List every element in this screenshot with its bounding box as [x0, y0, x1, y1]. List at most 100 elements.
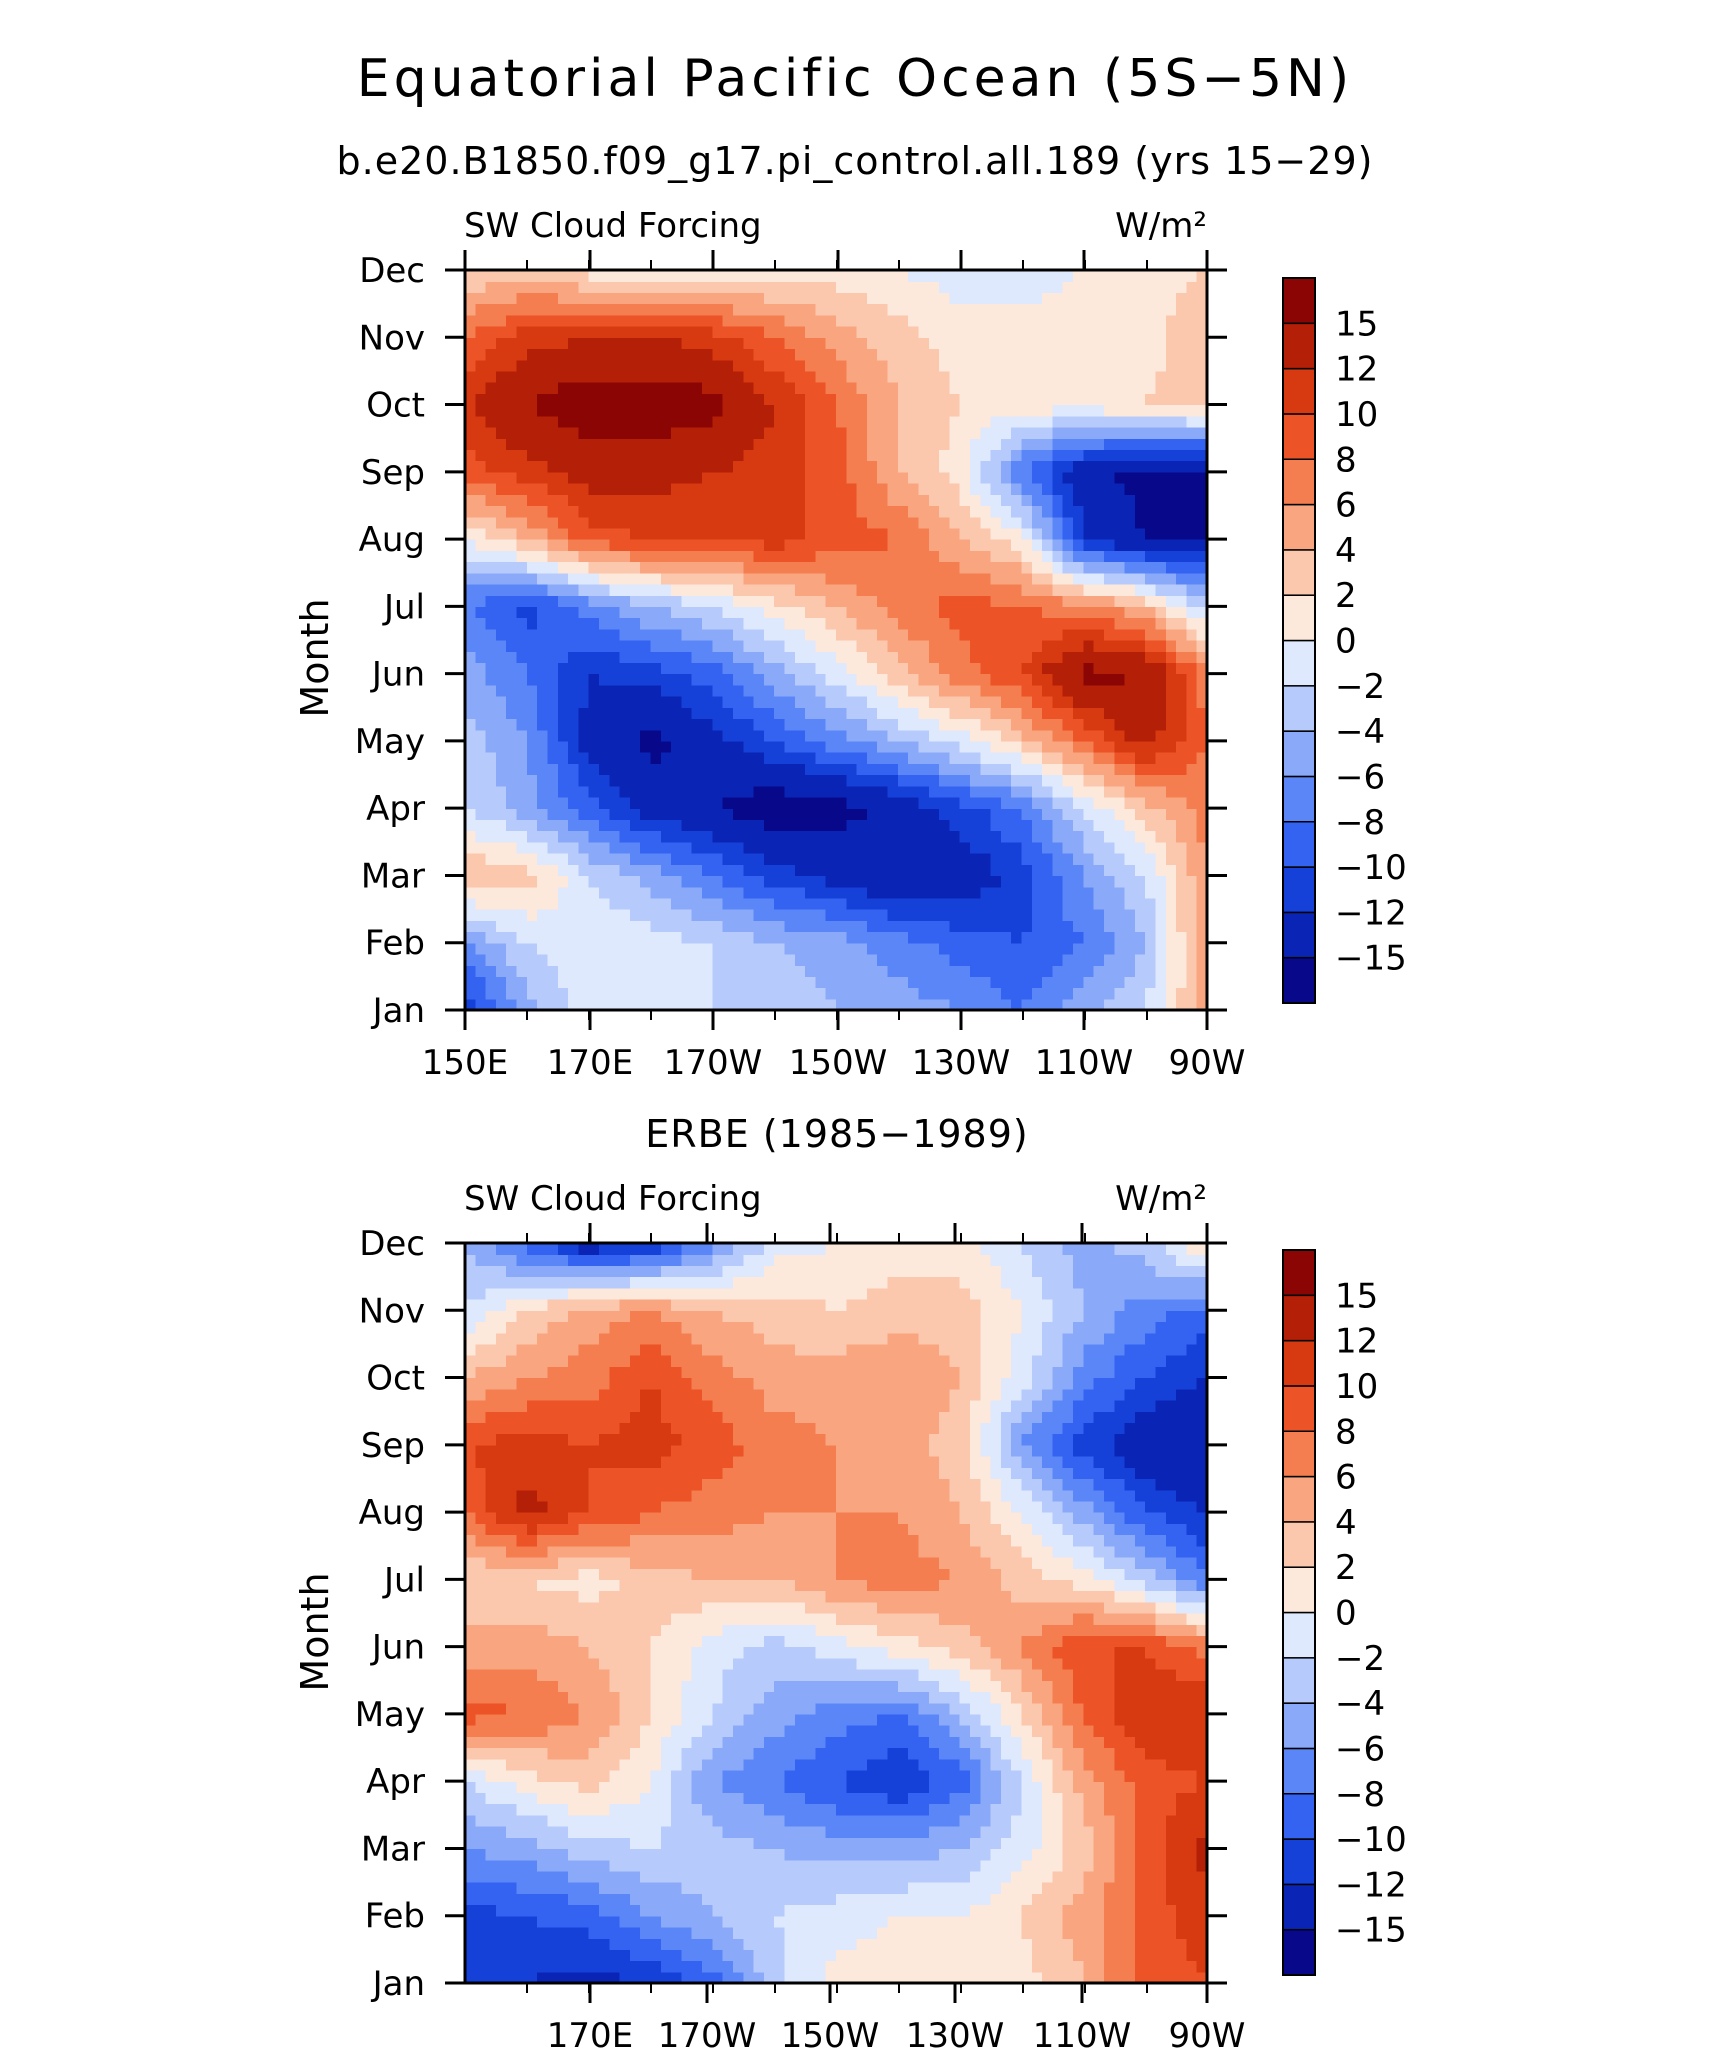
- heatmap-cell: [609, 819, 621, 832]
- heatmap-cell: [619, 494, 631, 507]
- heatmap-cell: [537, 292, 549, 305]
- heatmap-cell: [578, 1960, 590, 1973]
- heatmap-cell: [939, 628, 950, 641]
- heatmap-cell: [1134, 774, 1146, 787]
- heatmap-cell: [650, 684, 662, 697]
- heatmap-cell: [568, 696, 579, 708]
- heatmap-cell: [877, 572, 889, 585]
- heatmap-cell: [526, 572, 538, 585]
- heatmap-cell: [743, 314, 755, 327]
- heatmap-cell: [557, 998, 569, 1011]
- heatmap-cell: [1176, 404, 1187, 417]
- heatmap-cell: [681, 404, 693, 417]
- heatmap-cell: [1114, 281, 1126, 294]
- heatmap-cell: [815, 998, 827, 1011]
- heatmap-cell: [1093, 550, 1105, 563]
- heatmap-cell: [1124, 303, 1136, 316]
- heatmap-cell: [516, 494, 528, 507]
- heatmap-cell: [1011, 404, 1023, 417]
- heatmap-cell: [928, 998, 940, 1011]
- heatmap-cell: [722, 337, 734, 350]
- heatmap-cell: [691, 292, 703, 305]
- heatmap-cell: [980, 561, 992, 574]
- heatmap-cell: [681, 886, 693, 899]
- heatmap-cell: [660, 505, 672, 518]
- heatmap-cell: [1186, 718, 1198, 731]
- heatmap-cell: [1165, 662, 1177, 675]
- heatmap-cell: [1134, 808, 1146, 820]
- heatmap-cell: [877, 987, 889, 1000]
- heatmap-cell: [815, 326, 827, 338]
- heatmap-cell: [475, 651, 487, 664]
- heatmap-cell: [980, 853, 992, 865]
- heatmap-cell: [784, 864, 796, 877]
- heatmap-cell: [1052, 796, 1064, 809]
- heatmap-cell: [1176, 819, 1187, 832]
- heatmap-cell: [805, 561, 816, 574]
- heatmap-cell: [1011, 853, 1023, 865]
- heatmap-cell: [1124, 628, 1136, 641]
- heatmap-cell: [609, 853, 621, 865]
- heatmap-cell: [825, 483, 837, 495]
- heatmap-cell: [877, 864, 889, 877]
- heatmap-cell: [722, 662, 734, 675]
- heatmap-cell: [506, 931, 518, 944]
- heatmap-cell: [897, 673, 909, 686]
- heatmap-cell: [1155, 314, 1167, 327]
- heatmap-cell: [1021, 281, 1033, 294]
- heatmap-cell: [732, 740, 744, 753]
- heatmap-cell: [547, 763, 559, 776]
- heatmap-cell: [578, 471, 590, 484]
- heatmap-cell: [1083, 785, 1095, 798]
- heatmap-cell: [465, 864, 476, 877]
- heatmap-cell: [588, 752, 600, 764]
- heatmap-cell: [537, 471, 549, 484]
- heatmap-cell: [588, 696, 600, 708]
- heatmap-cell: [1176, 684, 1187, 697]
- heatmap-cell: [681, 752, 693, 764]
- heatmap-cell: [866, 494, 878, 507]
- heatmap-cell: [465, 516, 476, 529]
- heatmap-cell: [588, 595, 600, 607]
- heatmap-cell: [1000, 651, 1012, 664]
- heatmap-cell: [506, 853, 518, 865]
- heatmap-cell: [557, 819, 569, 832]
- heatmap-cell: [1196, 516, 1208, 529]
- heatmap-cell: [918, 404, 930, 417]
- heatmap-cell: [990, 303, 1002, 316]
- heatmap-cell: [990, 808, 1002, 820]
- heatmap-cell: [1196, 370, 1208, 383]
- heatmap-cell: [743, 617, 755, 630]
- heatmap-cell: [1062, 471, 1074, 484]
- heatmap-cell: [506, 415, 518, 428]
- heatmap-cell: [836, 483, 847, 495]
- heatmap-cell: [619, 718, 631, 731]
- heatmap-cell: [495, 696, 507, 708]
- heatmap-cell: [794, 640, 806, 652]
- heatmap-cell: [722, 819, 734, 832]
- heatmap-cell: [1124, 740, 1136, 753]
- heatmap-cell: [774, 662, 786, 675]
- heatmap-cell: [1093, 460, 1105, 473]
- heatmap-cell: [774, 281, 786, 294]
- heatmap-cell: [660, 886, 672, 899]
- heatmap-cell: [1031, 617, 1043, 630]
- heatmap-cell: [732, 561, 744, 574]
- heatmap-cell: [1186, 595, 1198, 607]
- heatmap-cell: [557, 953, 569, 966]
- heatmap-cell: [969, 539, 981, 551]
- heatmap-cell: [1114, 527, 1126, 540]
- heatmap-cell: [949, 505, 961, 518]
- heatmap-cell: [578, 494, 590, 507]
- heatmap-cell: [506, 505, 518, 518]
- heatmap-cell: [722, 494, 734, 507]
- heatmap-cell: [1124, 752, 1136, 764]
- heatmap-cell: [1000, 505, 1012, 518]
- heatmap-cell: [1155, 483, 1167, 495]
- heatmap-cell: [939, 460, 950, 473]
- heatmap-cell: [712, 382, 724, 394]
- heatmap-cell: [722, 864, 734, 877]
- heatmap-cell: [774, 774, 786, 787]
- heatmap-cell: [712, 326, 724, 338]
- y-tick-label: May: [355, 722, 425, 762]
